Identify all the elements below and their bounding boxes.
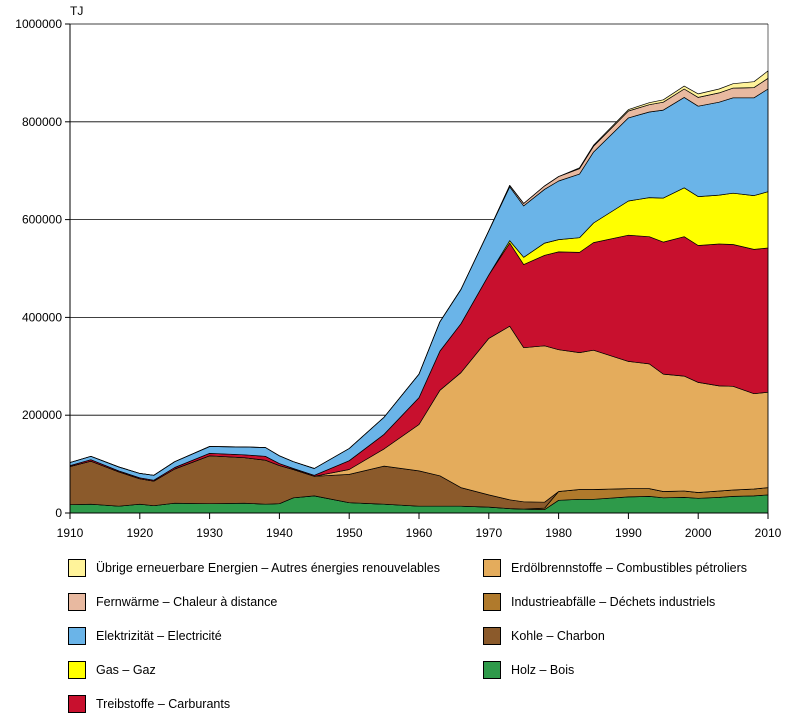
legend-label: Erdölbrennstoffe – Combustibles pétrolie…	[511, 561, 748, 575]
x-tick-label: 1920	[126, 526, 153, 540]
legend-swatch	[68, 695, 86, 713]
legend-label: Fernwärme – Chaleur à distance	[96, 595, 278, 609]
legend-label: Industrieabfälle – Déchets industriels	[511, 595, 716, 609]
y-tick-label: 200000	[22, 408, 62, 422]
y-tick-label: 1000000	[15, 17, 62, 31]
legend-swatch	[483, 627, 501, 645]
legend-swatch	[68, 661, 86, 679]
x-tick-label: 1950	[336, 526, 363, 540]
legend-label: Kohle – Charbon	[511, 629, 605, 643]
x-tick-label: 1980	[545, 526, 572, 540]
legend-item: Fernwärme – Chaleur à distance	[68, 593, 277, 611]
legend-item: Erdölbrennstoffe – Combustibles pétrolie…	[483, 559, 747, 577]
legend-item: Holz – Bois	[483, 661, 574, 679]
y-tick-label: 0	[55, 506, 62, 520]
x-tick-label: 1960	[406, 526, 433, 540]
y-tick-label: 400000	[22, 310, 62, 324]
legend-item: Elektrizität – Electricité	[68, 627, 222, 645]
legend-item: Treibstoffe – Carburants	[68, 695, 230, 713]
legend-label: Übrige erneuerbare Energien – Autres éne…	[96, 561, 440, 575]
x-tick-label: 2000	[685, 526, 712, 540]
legend-label: Holz – Bois	[511, 663, 575, 677]
area-series	[69, 70, 769, 514]
legend-swatch	[483, 593, 501, 611]
x-tick-label: 1910	[57, 526, 84, 540]
x-tick-label: 2010	[755, 526, 782, 540]
unit-label: TJ	[70, 4, 83, 18]
legend-swatch	[483, 661, 501, 679]
x-tick-label: 1970	[475, 526, 502, 540]
legend-swatch	[483, 559, 501, 577]
x-tick-label: 1930	[196, 526, 223, 540]
legend-item: Übrige erneuerbare Energien – Autres éne…	[68, 559, 440, 577]
x-tick-label: 1990	[615, 526, 642, 540]
legend-item: Kohle – Charbon	[483, 627, 605, 645]
y-tick-label: 800000	[22, 115, 62, 129]
y-tick-label: 600000	[22, 213, 62, 227]
legend-label: Elektrizität – Electricité	[96, 629, 222, 643]
legend-swatch	[68, 559, 86, 577]
legend: Übrige erneuerbare Energien – Autres éne…	[0, 548, 800, 718]
x-tick-label: 1940	[266, 526, 293, 540]
legend-label: Treibstoffe – Carburants	[96, 697, 231, 711]
stacked-area-chart: 0 200000 400000 600000 800000 1000000 1910 192…	[15, 4, 782, 540]
legend-swatch	[68, 627, 86, 645]
legend-item: Industrieabfälle – Déchets industriels	[483, 593, 715, 611]
x-tick-labels: 1910 1920 1930 1940 1950 1960 1970 1980 1990 2000…	[57, 513, 782, 540]
legend-label: Gas – Gaz	[96, 663, 156, 677]
legend-swatch	[68, 593, 86, 611]
y-tick-labels: 0 200000 400000 600000 800000 1000000	[15, 17, 70, 520]
legend-item: Gas – Gaz	[68, 661, 156, 679]
